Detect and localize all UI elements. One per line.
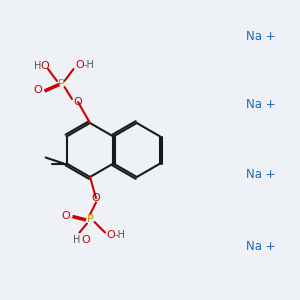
Text: Na +: Na + xyxy=(246,239,276,253)
Text: H: H xyxy=(34,61,41,71)
Text: O: O xyxy=(81,235,90,245)
Text: Na +: Na + xyxy=(246,98,276,112)
Text: O: O xyxy=(40,61,50,71)
Text: O: O xyxy=(106,230,116,241)
Text: P: P xyxy=(87,214,93,224)
Text: O: O xyxy=(75,59,84,70)
Text: -H: -H xyxy=(83,59,94,70)
Text: O: O xyxy=(74,97,82,107)
Text: O: O xyxy=(92,193,100,203)
Text: H: H xyxy=(73,235,80,245)
Text: Na +: Na + xyxy=(246,167,276,181)
Text: -H: -H xyxy=(115,230,125,241)
Text: O: O xyxy=(61,211,70,221)
Text: Na +: Na + xyxy=(246,29,276,43)
Text: O: O xyxy=(33,85,42,95)
Text: P: P xyxy=(58,79,65,89)
